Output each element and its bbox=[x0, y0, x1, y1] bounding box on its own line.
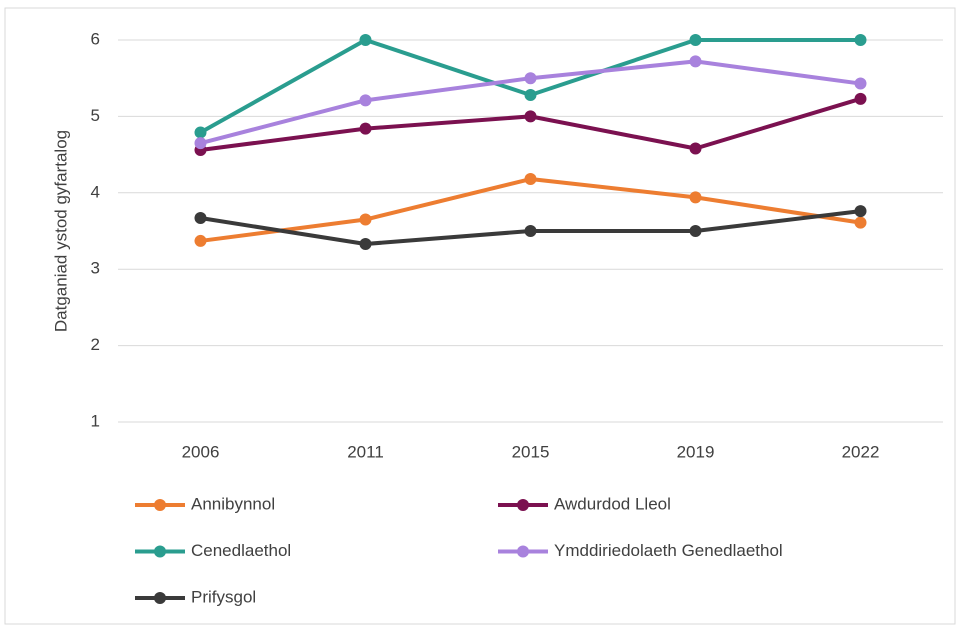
x-tick-label: 2015 bbox=[512, 442, 550, 461]
legend-label: Annibynnol bbox=[191, 494, 275, 513]
y-tick-label: 3 bbox=[91, 259, 100, 278]
data-point bbox=[359, 94, 372, 107]
data-point bbox=[359, 122, 372, 135]
data-point bbox=[359, 34, 372, 46]
x-tick-label: 2022 bbox=[842, 442, 880, 461]
data-point bbox=[689, 55, 702, 68]
legend-label: Awdurdod Lleol bbox=[554, 494, 671, 513]
y-tick-label: 1 bbox=[91, 411, 100, 430]
y-tick-label: 2 bbox=[91, 335, 100, 354]
legend-label: Ymddiriedolaeth Genedlaethol bbox=[554, 541, 783, 560]
legend-marker bbox=[517, 545, 529, 558]
data-point bbox=[854, 216, 867, 229]
data-point bbox=[194, 126, 207, 139]
legend-marker bbox=[154, 499, 166, 511]
data-point bbox=[689, 142, 702, 155]
data-point bbox=[194, 212, 207, 225]
data-point bbox=[524, 72, 537, 85]
data-point bbox=[524, 110, 537, 123]
legend-label: Cenedlaethol bbox=[191, 541, 291, 560]
data-point bbox=[854, 77, 867, 90]
x-tick-label: 2019 bbox=[677, 442, 715, 461]
y-tick-label: 6 bbox=[91, 29, 100, 48]
x-tick-label: 2006 bbox=[182, 442, 220, 461]
data-point bbox=[194, 137, 207, 150]
data-point bbox=[854, 92, 867, 105]
data-point bbox=[359, 213, 372, 226]
data-point bbox=[689, 225, 702, 237]
x-tick-label: 2011 bbox=[347, 442, 384, 461]
legend-marker bbox=[517, 499, 529, 511]
chart-border bbox=[4, 7, 956, 625]
data-point bbox=[194, 234, 207, 247]
data-point bbox=[524, 173, 537, 186]
y-tick-label: 4 bbox=[91, 182, 100, 201]
legend-marker bbox=[154, 592, 166, 604]
legend-marker bbox=[154, 545, 166, 558]
y-tick-label: 5 bbox=[91, 106, 100, 125]
y-axis-label: Datganiad ystod gyfartalog bbox=[51, 130, 70, 332]
data-point bbox=[524, 225, 537, 237]
data-point bbox=[359, 237, 372, 250]
data-point bbox=[524, 89, 537, 102]
data-point bbox=[689, 34, 702, 46]
legend-label: Prifysgol bbox=[191, 587, 256, 606]
data-point bbox=[854, 205, 867, 218]
data-point bbox=[854, 34, 867, 46]
data-point bbox=[689, 191, 702, 204]
